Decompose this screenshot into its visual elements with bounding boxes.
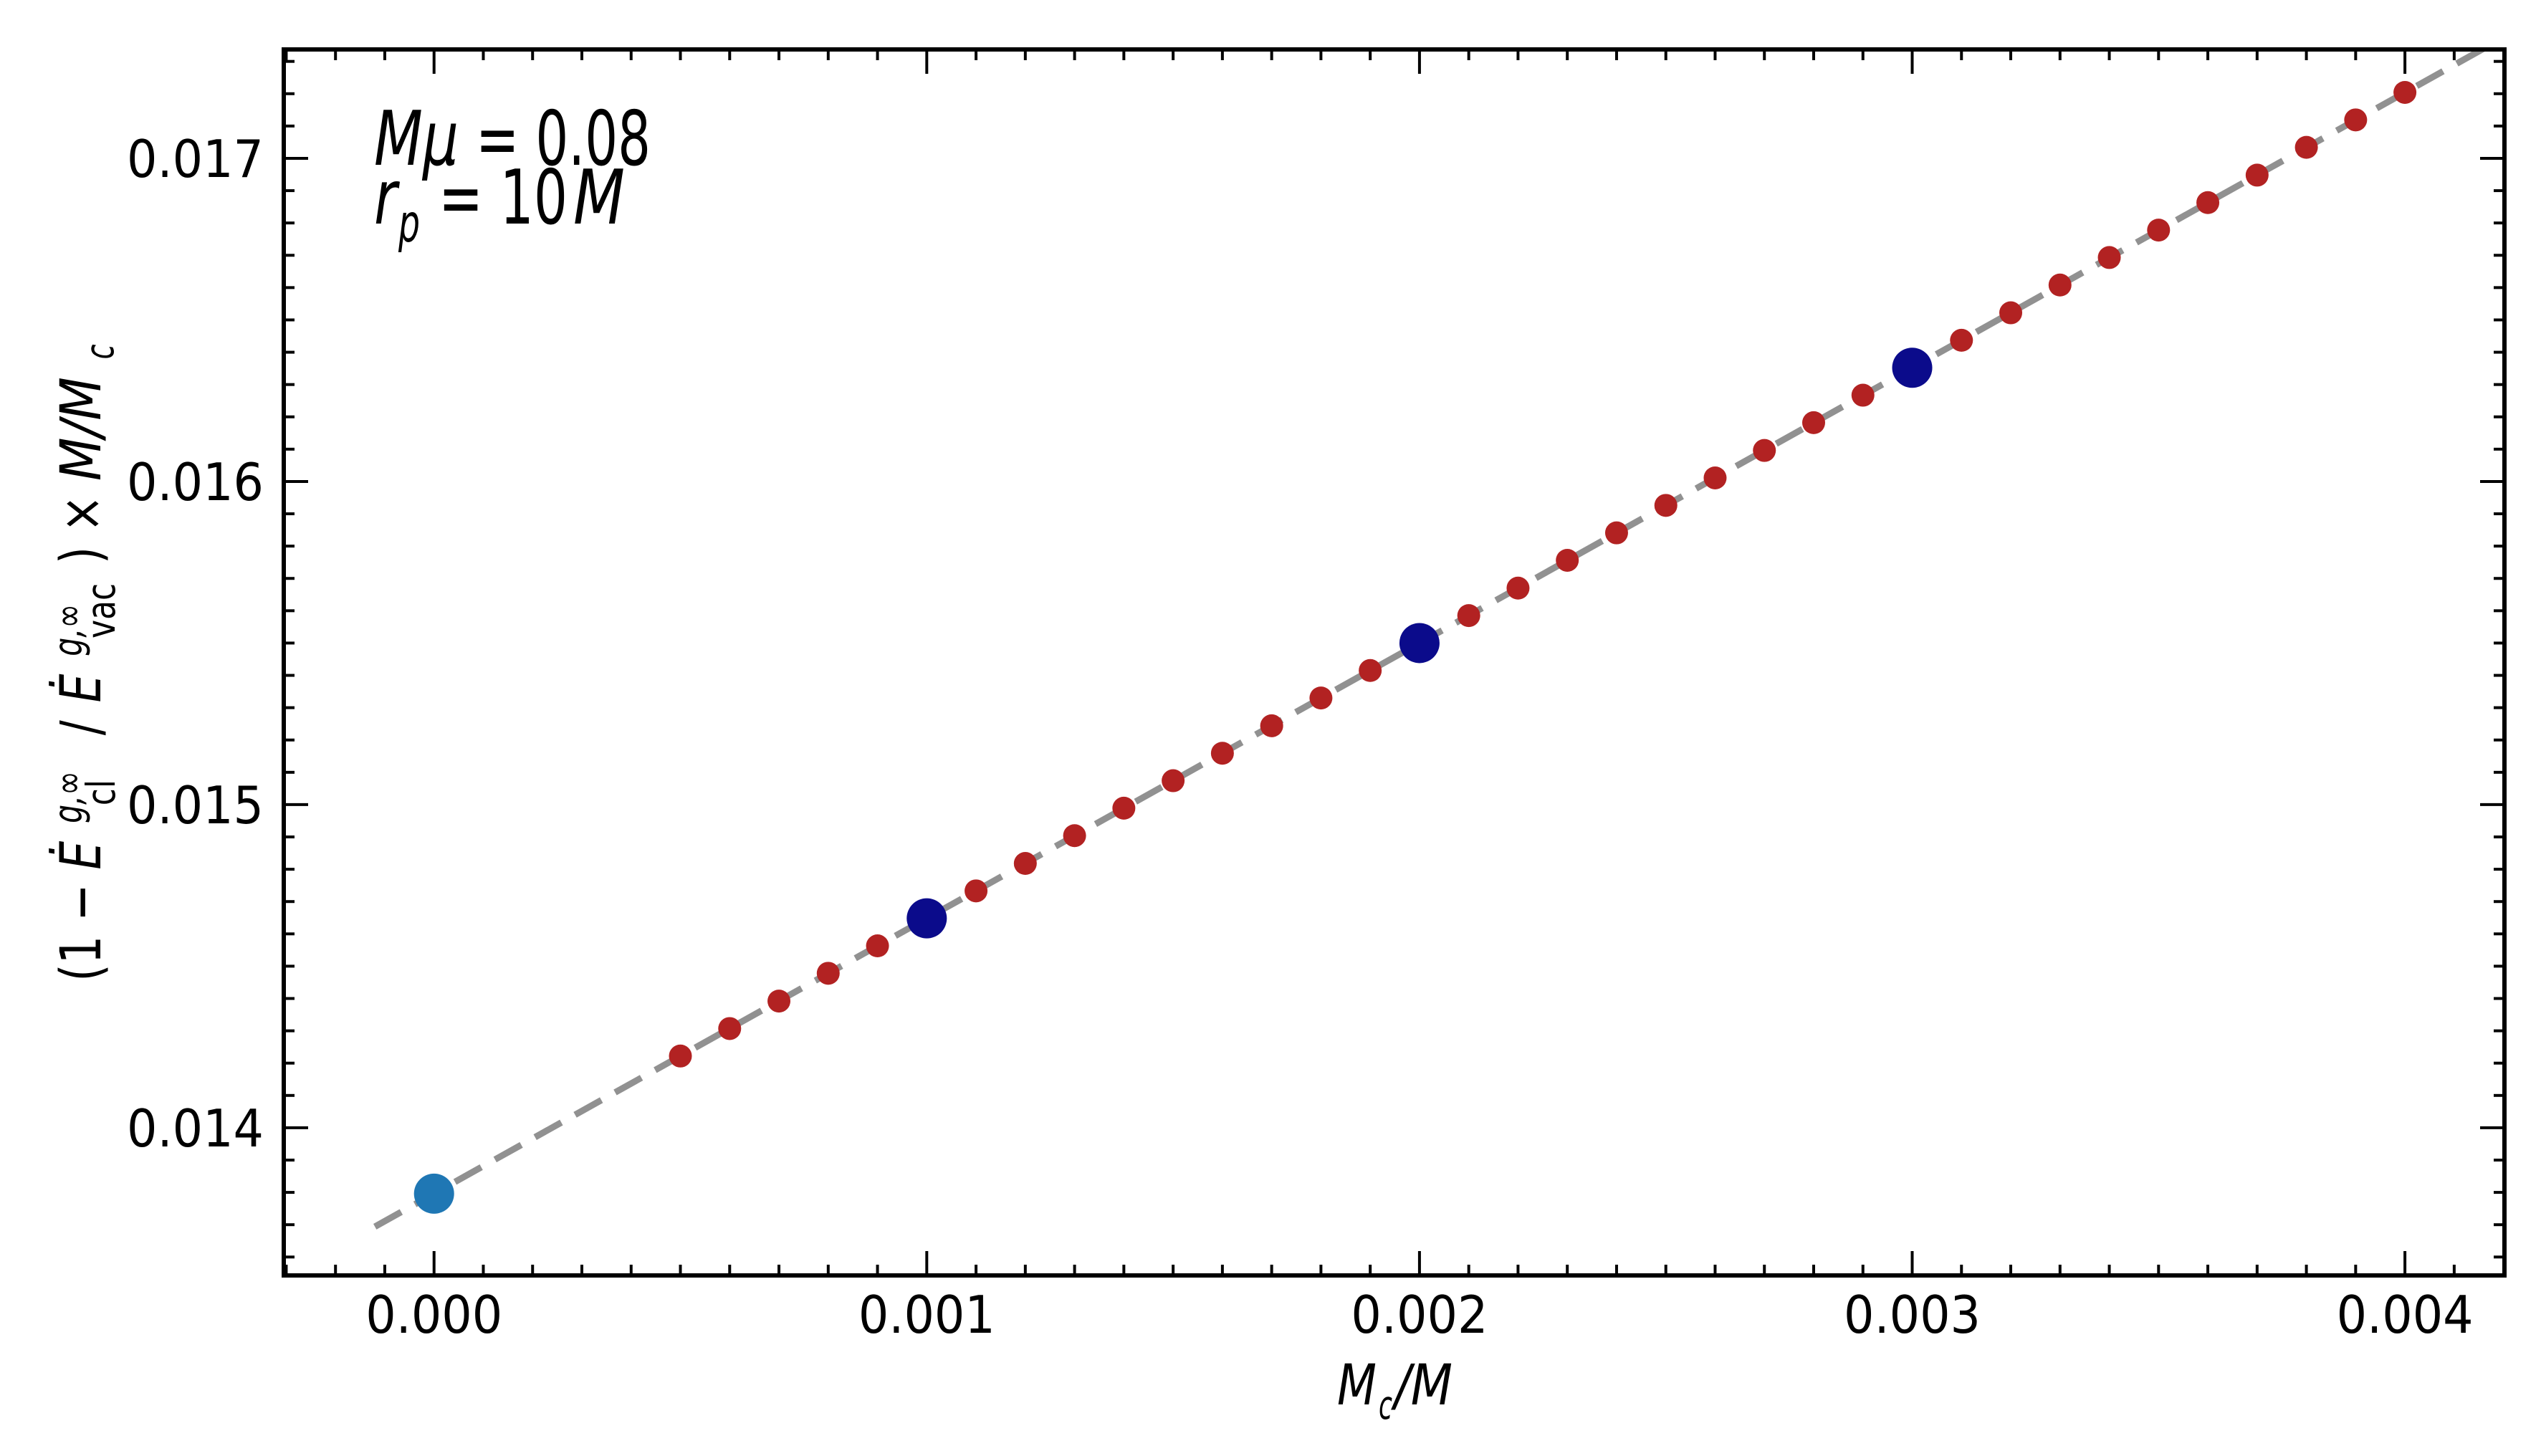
red-data-point (1112, 796, 1136, 820)
annotation-line-1: Mμ = 0.08 (374, 95, 651, 183)
y-tick-label: 0.016 (127, 452, 264, 512)
red-data-point (1210, 742, 1234, 765)
ylabel-edot-vac: Ė (49, 674, 114, 703)
red-data-point (1013, 852, 1037, 876)
red-data-point (2245, 163, 2269, 187)
red-data-point (1654, 494, 1678, 517)
y-tick-label: 0.017 (127, 129, 264, 189)
red-data-point (1556, 548, 1579, 572)
navy-data-point (906, 898, 947, 939)
red-data-point (1309, 686, 1333, 710)
red-data-point (1604, 521, 1628, 545)
red-data-point (718, 1017, 742, 1040)
annotation-rp-unit: M (573, 154, 625, 241)
red-data-point (669, 1044, 692, 1068)
x-tick-label: 0.002 (1351, 1285, 1488, 1345)
annotation-line-2: r p = 10 M (374, 154, 625, 259)
plot-area (284, 49, 2504, 1275)
red-data-point (1753, 439, 1776, 462)
navy-data-point (1892, 348, 1933, 388)
red-data-point (1506, 576, 1530, 600)
red-data-point (2294, 135, 2318, 159)
x-tick-label: 0.003 (1844, 1285, 1981, 1345)
x-tick-labels: 0.000 0.001 0.002 0.003 0.004 (365, 1285, 2473, 1345)
ylabel-sub-vac: vac (78, 583, 124, 638)
red-data-point (2196, 191, 2220, 214)
y-axis-label: (1 − Ė g,∞ cl / Ė g,∞ vac ) × M/M c (31, 344, 128, 981)
y-tick-labels: 0.014 0.015 0.016 0.017 (127, 129, 264, 1159)
red-data-point (1703, 466, 1727, 489)
x-tick-label: 0.004 (2337, 1285, 2474, 1345)
ylabel-slash: / (49, 720, 114, 736)
red-data-point (2147, 219, 2171, 242)
ylabel-msub-c: c (77, 344, 123, 359)
red-data-point (1950, 328, 1973, 352)
xlabel-M: M (1337, 1354, 1377, 1418)
red-data-point (965, 879, 988, 903)
y-tick-label: 0.015 (127, 775, 264, 835)
x-axis-label: M c /M (1337, 1354, 1453, 1432)
annotation-mu-var: Mμ (374, 95, 459, 183)
red-data-point (1162, 769, 1185, 792)
red-data-point (1999, 301, 2023, 325)
y-tick-label: 0.014 (127, 1098, 264, 1159)
red-data-point (1801, 411, 1825, 434)
red-data-point (2393, 80, 2417, 104)
ylabel-sub-cl: cl (78, 780, 124, 805)
red-scatter-group (669, 80, 2417, 1068)
ylabel-prefix: (1 − (49, 870, 114, 982)
navy-scatter-group (906, 348, 1933, 939)
lightblue-data-point (413, 1173, 454, 1214)
x-tick-label: 0.001 (858, 1285, 995, 1345)
navy-data-point (1399, 623, 1440, 664)
xlabel-sub-c: c (1379, 1382, 1392, 1428)
ylabel-close-times: ) × (49, 481, 114, 564)
red-data-point (816, 962, 840, 985)
red-data-point (1260, 714, 1283, 737)
red-data-point (1851, 383, 1875, 407)
ylabel-edot-cl: Ė (49, 840, 114, 870)
lightblue-scatter-group (413, 1173, 454, 1214)
x-tick-label: 0.000 (365, 1285, 502, 1345)
annotation-rp-subscript: p (398, 193, 420, 254)
red-data-point (767, 990, 791, 1013)
xlabel-slash-M: /M (1391, 1354, 1453, 1418)
red-data-point (1457, 604, 1480, 628)
red-data-point (2344, 108, 2368, 132)
ylabel-MM: M/M (49, 377, 114, 481)
annotation-rp-var: r (374, 154, 400, 241)
red-data-point (1359, 658, 1382, 682)
red-data-point (1063, 824, 1086, 848)
annotation-mu-value: = 0.08 (476, 95, 651, 183)
red-data-point (2048, 273, 2072, 297)
annotation-rp-value: = 10 (439, 154, 568, 241)
red-data-point (2097, 246, 2121, 269)
axes-border (282, 47, 2507, 1278)
ylabel-sup-vac: g,∞ (45, 604, 91, 656)
red-data-point (866, 934, 889, 958)
